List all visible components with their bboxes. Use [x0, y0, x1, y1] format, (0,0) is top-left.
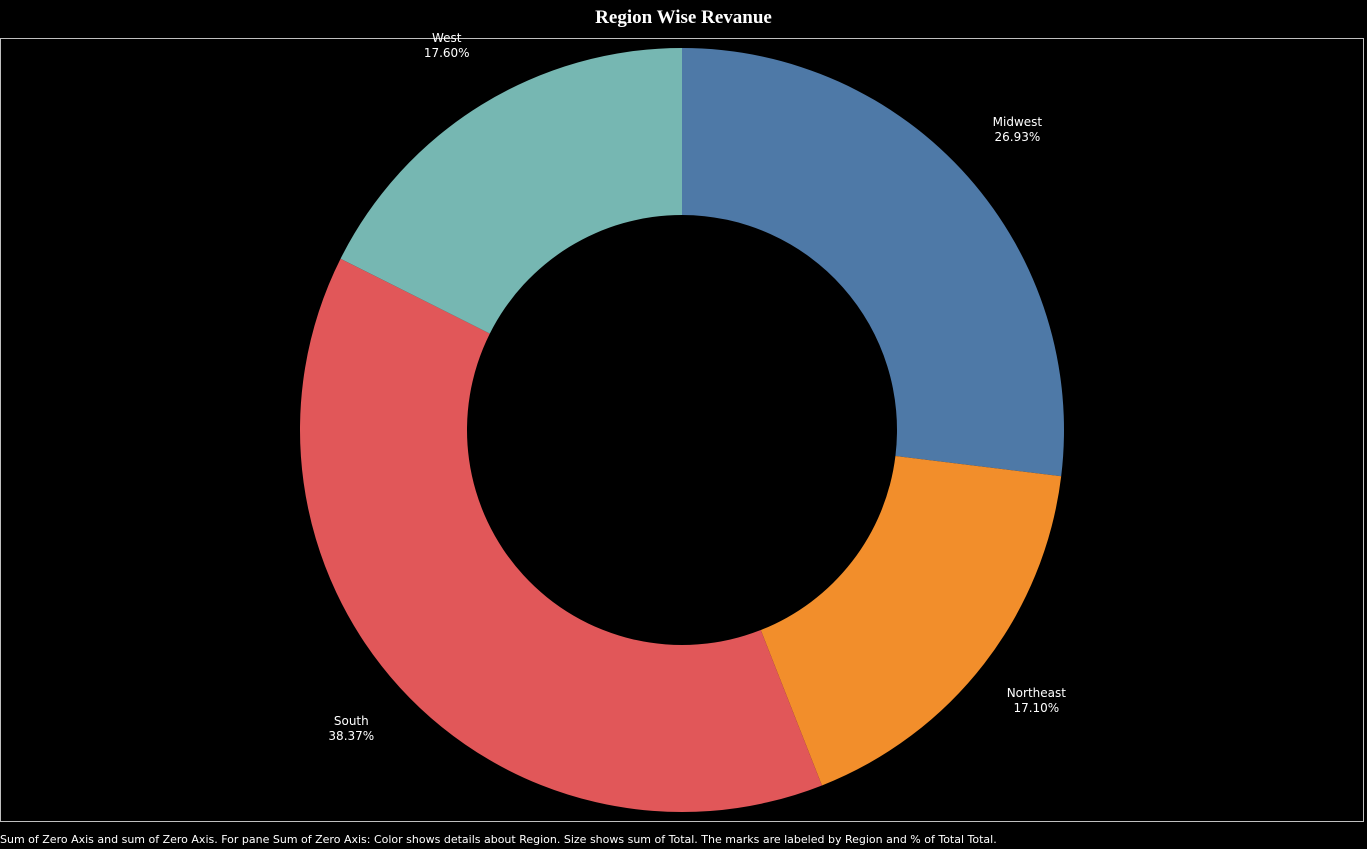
slice-label-midwest: Midwest 26.93%: [993, 115, 1043, 144]
slice-midwest[interactable]: [682, 48, 1064, 477]
chart-pane-border: [0, 38, 1364, 822]
slice-percent-label: 38.37%: [328, 729, 374, 743]
chart-caption: Sum of Zero Axis and sum of Zero Axis. F…: [0, 833, 997, 846]
slice-region-label: Midwest: [993, 115, 1043, 129]
slice-percent-label: 17.10%: [1013, 701, 1059, 715]
slice-label-south: South 38.37%: [328, 714, 374, 743]
labels-group: Midwest 26.93% Northeast 17.10% South 38.37% W…: [328, 31, 1066, 743]
slice-percent-label: 17.60%: [424, 46, 470, 60]
slice-percent-label: 26.93%: [995, 130, 1041, 144]
chart-title: Region Wise Revanue: [595, 7, 772, 28]
slice-west[interactable]: [340, 48, 682, 334]
slice-northeast[interactable]: [760, 456, 1062, 786]
slice-label-west: West 17.60%: [424, 31, 470, 60]
slice-south[interactable]: [300, 258, 822, 812]
slice-label-northeast: Northeast 17.10%: [1007, 686, 1067, 715]
slice-region-label: Northeast: [1007, 686, 1067, 700]
slices-group: [300, 48, 1064, 812]
slice-region-label: West: [432, 31, 462, 45]
slice-region-label: South: [334, 714, 369, 728]
